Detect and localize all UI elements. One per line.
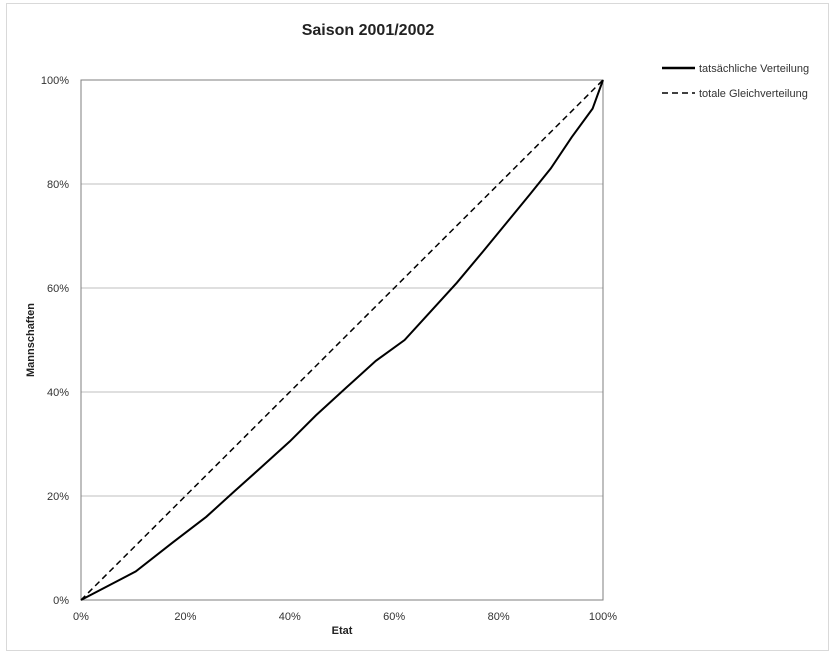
y-tick-label: 40% bbox=[47, 387, 69, 399]
y-axis-label: Mannschaften bbox=[25, 303, 37, 377]
y-tick-label: 20% bbox=[47, 491, 69, 503]
y-tick-label: 80% bbox=[47, 179, 69, 191]
x-tick-label: 40% bbox=[279, 611, 301, 623]
x-tick-label: 0% bbox=[73, 611, 89, 623]
gridlines bbox=[81, 183, 603, 497]
tick-labels: 0% 20% 40% 60% 80% 100% 0% 20% 40% 60% 80% 100% bbox=[41, 75, 617, 623]
chart-title: Saison 2001/2002 bbox=[302, 22, 435, 39]
x-axis-label: Etat bbox=[332, 625, 353, 637]
x-tick-label: 80% bbox=[488, 611, 510, 623]
legend-label-1: tatsächliche Verteilung bbox=[699, 63, 809, 75]
x-tick-label: 60% bbox=[383, 611, 405, 623]
legend: tatsächliche Verteilung totale Gleichvert… bbox=[662, 63, 809, 100]
series-line-1 bbox=[80, 79, 604, 601]
x-tick-label: 100% bbox=[589, 611, 617, 623]
x-tick-label: 20% bbox=[174, 611, 196, 623]
y-tick-label: 0% bbox=[53, 595, 69, 607]
series-group bbox=[80, 79, 604, 601]
plot-area bbox=[80, 79, 604, 601]
legend-label-2: totale Gleichverteilung bbox=[699, 88, 808, 100]
y-tick-label: 60% bbox=[47, 283, 69, 295]
series-line-2 bbox=[80, 79, 604, 601]
y-tick-label: 100% bbox=[41, 75, 69, 87]
